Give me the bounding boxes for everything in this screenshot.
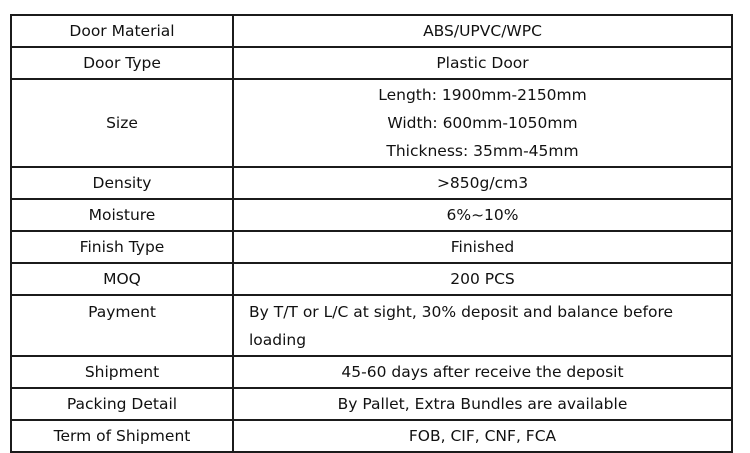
spec-value-line: FOB, CIF, CNF, FCA: [408, 427, 557, 445]
table-row: Size Length: 1900mm-2150mm Width: 600mm-10…: [12, 80, 731, 168]
spec-label: Density: [12, 168, 234, 198]
spec-value: FOB, CIF, CNF, FCA: [234, 421, 731, 451]
spec-value-line: By Pallet, Extra Bundles are available: [337, 395, 628, 413]
spec-value-line: >850g/cm3: [436, 174, 529, 192]
table-row: Term of Shipment FOB, CIF, CNF, FCA: [12, 421, 731, 451]
spec-value-line: Length: 1900mm-2150mm: [378, 86, 587, 104]
table-row: Shipment 45-60 days after receive the dep…: [12, 357, 731, 389]
spec-value-line: Plastic Door: [436, 54, 529, 72]
spec-value: Finished: [234, 232, 731, 262]
table-row: MOQ 200 PCS: [12, 264, 731, 296]
spec-label: Finish Type: [12, 232, 234, 262]
table-row: Door Type Plastic Door: [12, 48, 731, 80]
spec-value-line: Thickness: 35mm-45mm: [386, 142, 579, 160]
spec-label: Size: [12, 80, 234, 166]
table-row: Density >850g/cm3: [12, 168, 731, 200]
table-row: Moisture 6%~10%: [12, 200, 731, 232]
spec-value: Plastic Door: [234, 48, 731, 78]
spec-value: 45-60 days after receive the deposit: [234, 357, 731, 387]
spec-value-line: By T/T or L/C at sight, 30% deposit and …: [249, 303, 674, 349]
table-row: Finish Type Finished: [12, 232, 731, 264]
spec-label: Payment: [12, 296, 234, 355]
spec-value: 200 PCS: [234, 264, 731, 294]
spec-label: Moisture: [12, 200, 234, 230]
product-spec-table: Door Material ABS/UPVC/WPC Door Type Plasti…: [10, 14, 733, 453]
spec-label: Door Type: [12, 48, 234, 78]
table-row: Packing Detail By Pallet, Extra Bundles a…: [12, 389, 731, 421]
table-row: Door Material ABS/UPVC/WPC: [12, 16, 731, 48]
spec-label: MOQ: [12, 264, 234, 294]
spec-value-line: 45-60 days after receive the deposit: [341, 363, 624, 381]
spec-value: By Pallet, Extra Bundles are available: [234, 389, 731, 419]
spec-value: 6%~10%: [234, 200, 731, 230]
spec-value: By T/T or L/C at sight, 30% deposit and …: [234, 296, 731, 355]
spec-value: ABS/UPVC/WPC: [234, 16, 731, 46]
spec-label: Door Material: [12, 16, 234, 46]
spec-value-line: Finished: [450, 238, 515, 256]
spec-value-line: 200 PCS: [450, 270, 515, 288]
spec-value-line: ABS/UPVC/WPC: [423, 22, 542, 40]
spec-label: Shipment: [12, 357, 234, 387]
spec-value-line: 6%~10%: [446, 206, 519, 224]
spec-value-line: Width: 600mm-1050mm: [387, 114, 578, 132]
spec-value: >850g/cm3: [234, 168, 731, 198]
spec-label: Term of Shipment: [12, 421, 234, 451]
spec-label: Packing Detail: [12, 389, 234, 419]
spec-value: Length: 1900mm-2150mm Width: 600mm-1050mm…: [234, 80, 731, 166]
table-row: Payment By T/T or L/C at sight, 30% depos…: [12, 296, 731, 357]
